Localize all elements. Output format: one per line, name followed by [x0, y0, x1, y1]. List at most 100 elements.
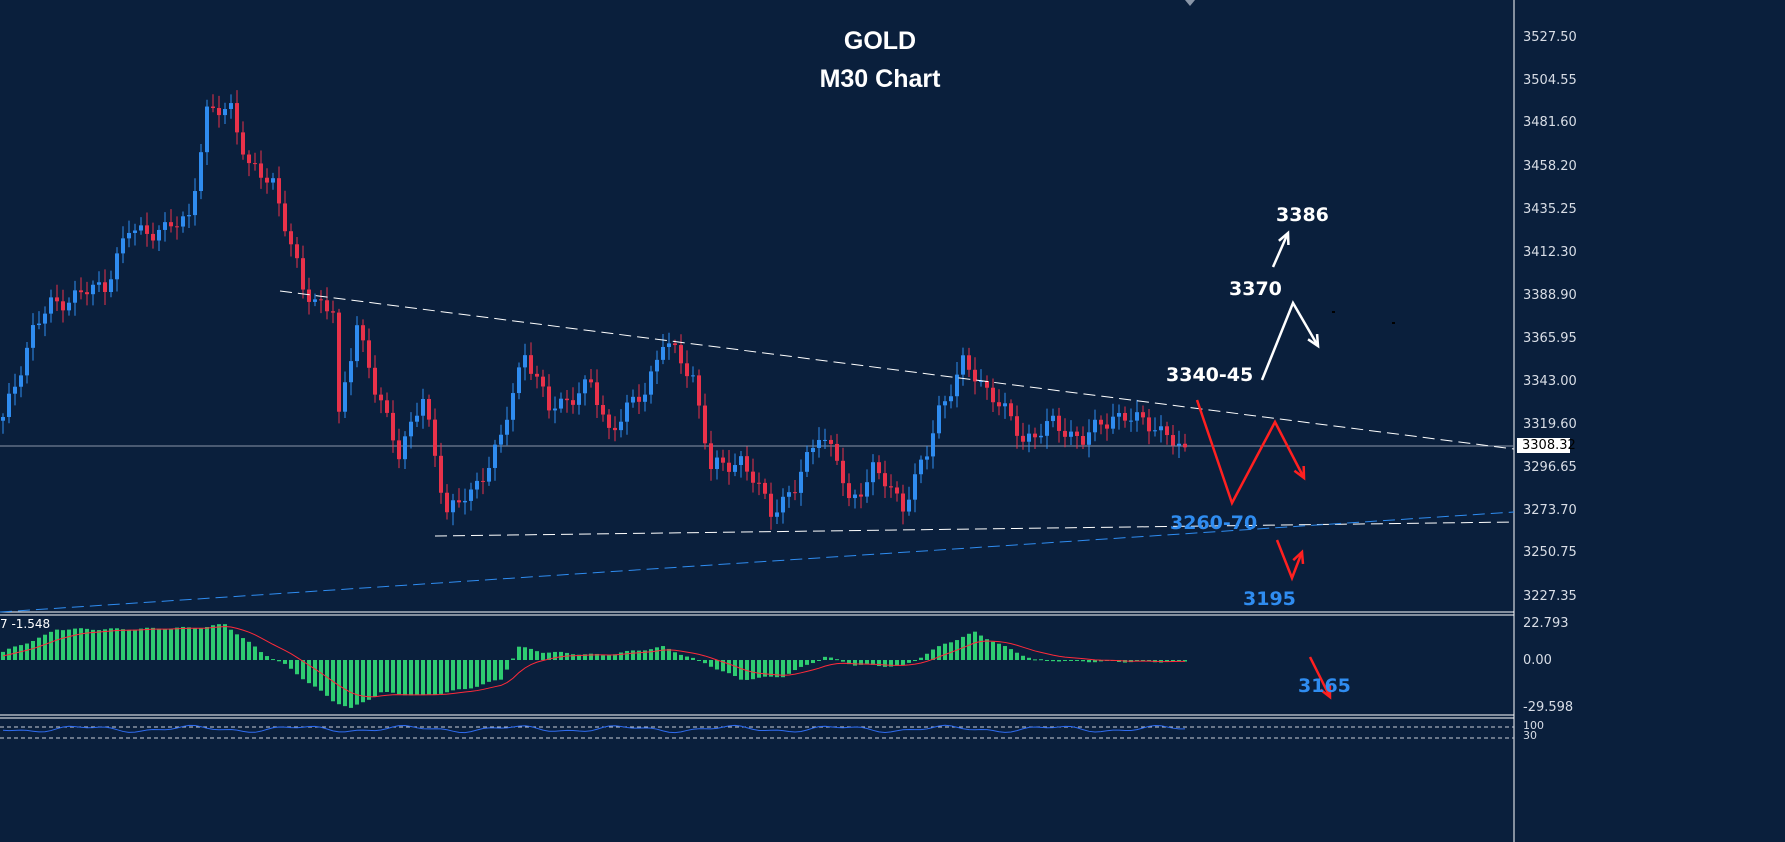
candle-body — [1075, 431, 1079, 437]
macd-histogram-bar — [703, 660, 707, 664]
candle-body — [661, 346, 665, 360]
candle-body — [577, 393, 581, 405]
price-tick: 3273.70 — [1523, 502, 1577, 518]
macd-histogram-bar — [577, 654, 581, 660]
macd-histogram-bar — [367, 660, 371, 700]
candle-body — [979, 380, 983, 382]
macd-histogram-bar — [25, 643, 29, 660]
macd-histogram-bar — [1021, 655, 1025, 660]
macd-histogram-bar — [361, 660, 365, 703]
candle-body — [709, 443, 713, 470]
candle-body — [121, 238, 125, 254]
macd-histogram-bar — [451, 660, 455, 691]
candle-body — [835, 443, 839, 461]
macd-histogram-bar — [595, 653, 599, 660]
candle-body — [343, 382, 347, 412]
candle-body — [307, 289, 311, 302]
candle-body — [757, 482, 761, 484]
candle-body — [49, 297, 53, 314]
macd-histogram-bar — [1003, 646, 1007, 660]
macd-histogram-bar — [343, 660, 347, 707]
macd-histogram-bar — [199, 628, 203, 660]
macd-histogram-bar — [751, 660, 755, 680]
price-tick: 3388.90 — [1523, 288, 1577, 304]
macd-histogram-bar — [667, 648, 671, 660]
candle-body — [589, 379, 593, 383]
candle-body — [481, 480, 485, 482]
macd-histogram-bar — [901, 660, 905, 666]
macd-histogram-bar — [157, 628, 161, 660]
macd-histogram-bar — [109, 628, 113, 660]
candle-body — [1123, 412, 1127, 421]
macd-histogram-bar — [535, 651, 539, 660]
candle-body — [721, 457, 725, 463]
macd-histogram-bar — [691, 657, 695, 660]
macd-histogram-bar — [169, 628, 173, 660]
candle-body — [859, 494, 863, 497]
candle-body — [925, 456, 929, 460]
macd-histogram-bar — [55, 629, 59, 660]
macd-histogram-bar — [193, 628, 197, 660]
candle-body — [631, 396, 635, 403]
macd-histogram-bar — [499, 660, 503, 680]
candle-body — [271, 178, 275, 183]
candle-body — [445, 492, 449, 513]
candle-body — [691, 375, 695, 377]
price-tick: 3527.50 — [1523, 30, 1577, 45]
macd-histogram-bar — [403, 660, 407, 696]
macd-histogram-bar — [487, 660, 491, 682]
candle-body — [169, 222, 173, 227]
macd-histogram-bar — [1045, 660, 1049, 661]
candle-body — [151, 233, 155, 241]
macd-histogram-bar — [697, 660, 701, 661]
candle-body — [1021, 435, 1025, 442]
candle-body — [739, 456, 743, 466]
macd-histogram-bar — [769, 660, 773, 677]
macd-histogram-bar — [721, 660, 725, 672]
candle-body — [997, 402, 1001, 407]
macd-histogram-bar — [1087, 660, 1091, 663]
candle-body — [265, 177, 269, 183]
macd-histogram-bar — [673, 652, 677, 660]
macd-histogram-bar — [325, 660, 329, 696]
candle-body — [109, 279, 113, 293]
macd-histogram-bar — [493, 660, 497, 681]
candle-body — [421, 398, 425, 416]
bearish-scenario-arrow — [1195, 399, 1306, 507]
candle-body — [685, 363, 689, 377]
macd-histogram-bar — [559, 651, 563, 660]
candle-body — [13, 386, 17, 394]
macd-histogram-bar — [1027, 657, 1031, 660]
macd-histogram-bar — [643, 650, 647, 660]
macd-histogram-bar — [187, 627, 191, 660]
candle-body — [649, 371, 653, 395]
macd-histogram-bar — [979, 635, 983, 660]
macd-histogram-bar — [895, 660, 899, 666]
candle-body — [1165, 426, 1169, 436]
candle-body — [841, 460, 845, 484]
candle-body — [523, 355, 527, 368]
macd-histogram-bar — [835, 659, 839, 661]
bullish-target-arrow — [1271, 232, 1290, 268]
candle-body — [613, 427, 617, 431]
macd-histogram-bar — [331, 660, 335, 702]
candle-body — [487, 467, 491, 482]
macd-histogram-bar — [307, 660, 311, 684]
macd-histogram-bar — [1093, 660, 1097, 663]
candle-body — [283, 203, 287, 232]
candle-body — [277, 178, 281, 204]
macd-histogram-bar — [1069, 660, 1073, 661]
macd-histogram-bar — [79, 628, 83, 660]
macd-histogram-bar — [553, 651, 557, 660]
macd-histogram-bar — [631, 650, 635, 660]
macd-histogram-bar — [91, 629, 95, 660]
candle-body — [217, 108, 221, 116]
price-tick: 3319.60 — [1523, 417, 1577, 433]
candle-body — [1177, 443, 1181, 446]
support-trendline — [434, 521, 1515, 537]
macd-histogram-bar — [229, 629, 233, 660]
resistance-trendline — [279, 290, 1515, 450]
support-label: 3260-70 — [1170, 512, 1258, 534]
